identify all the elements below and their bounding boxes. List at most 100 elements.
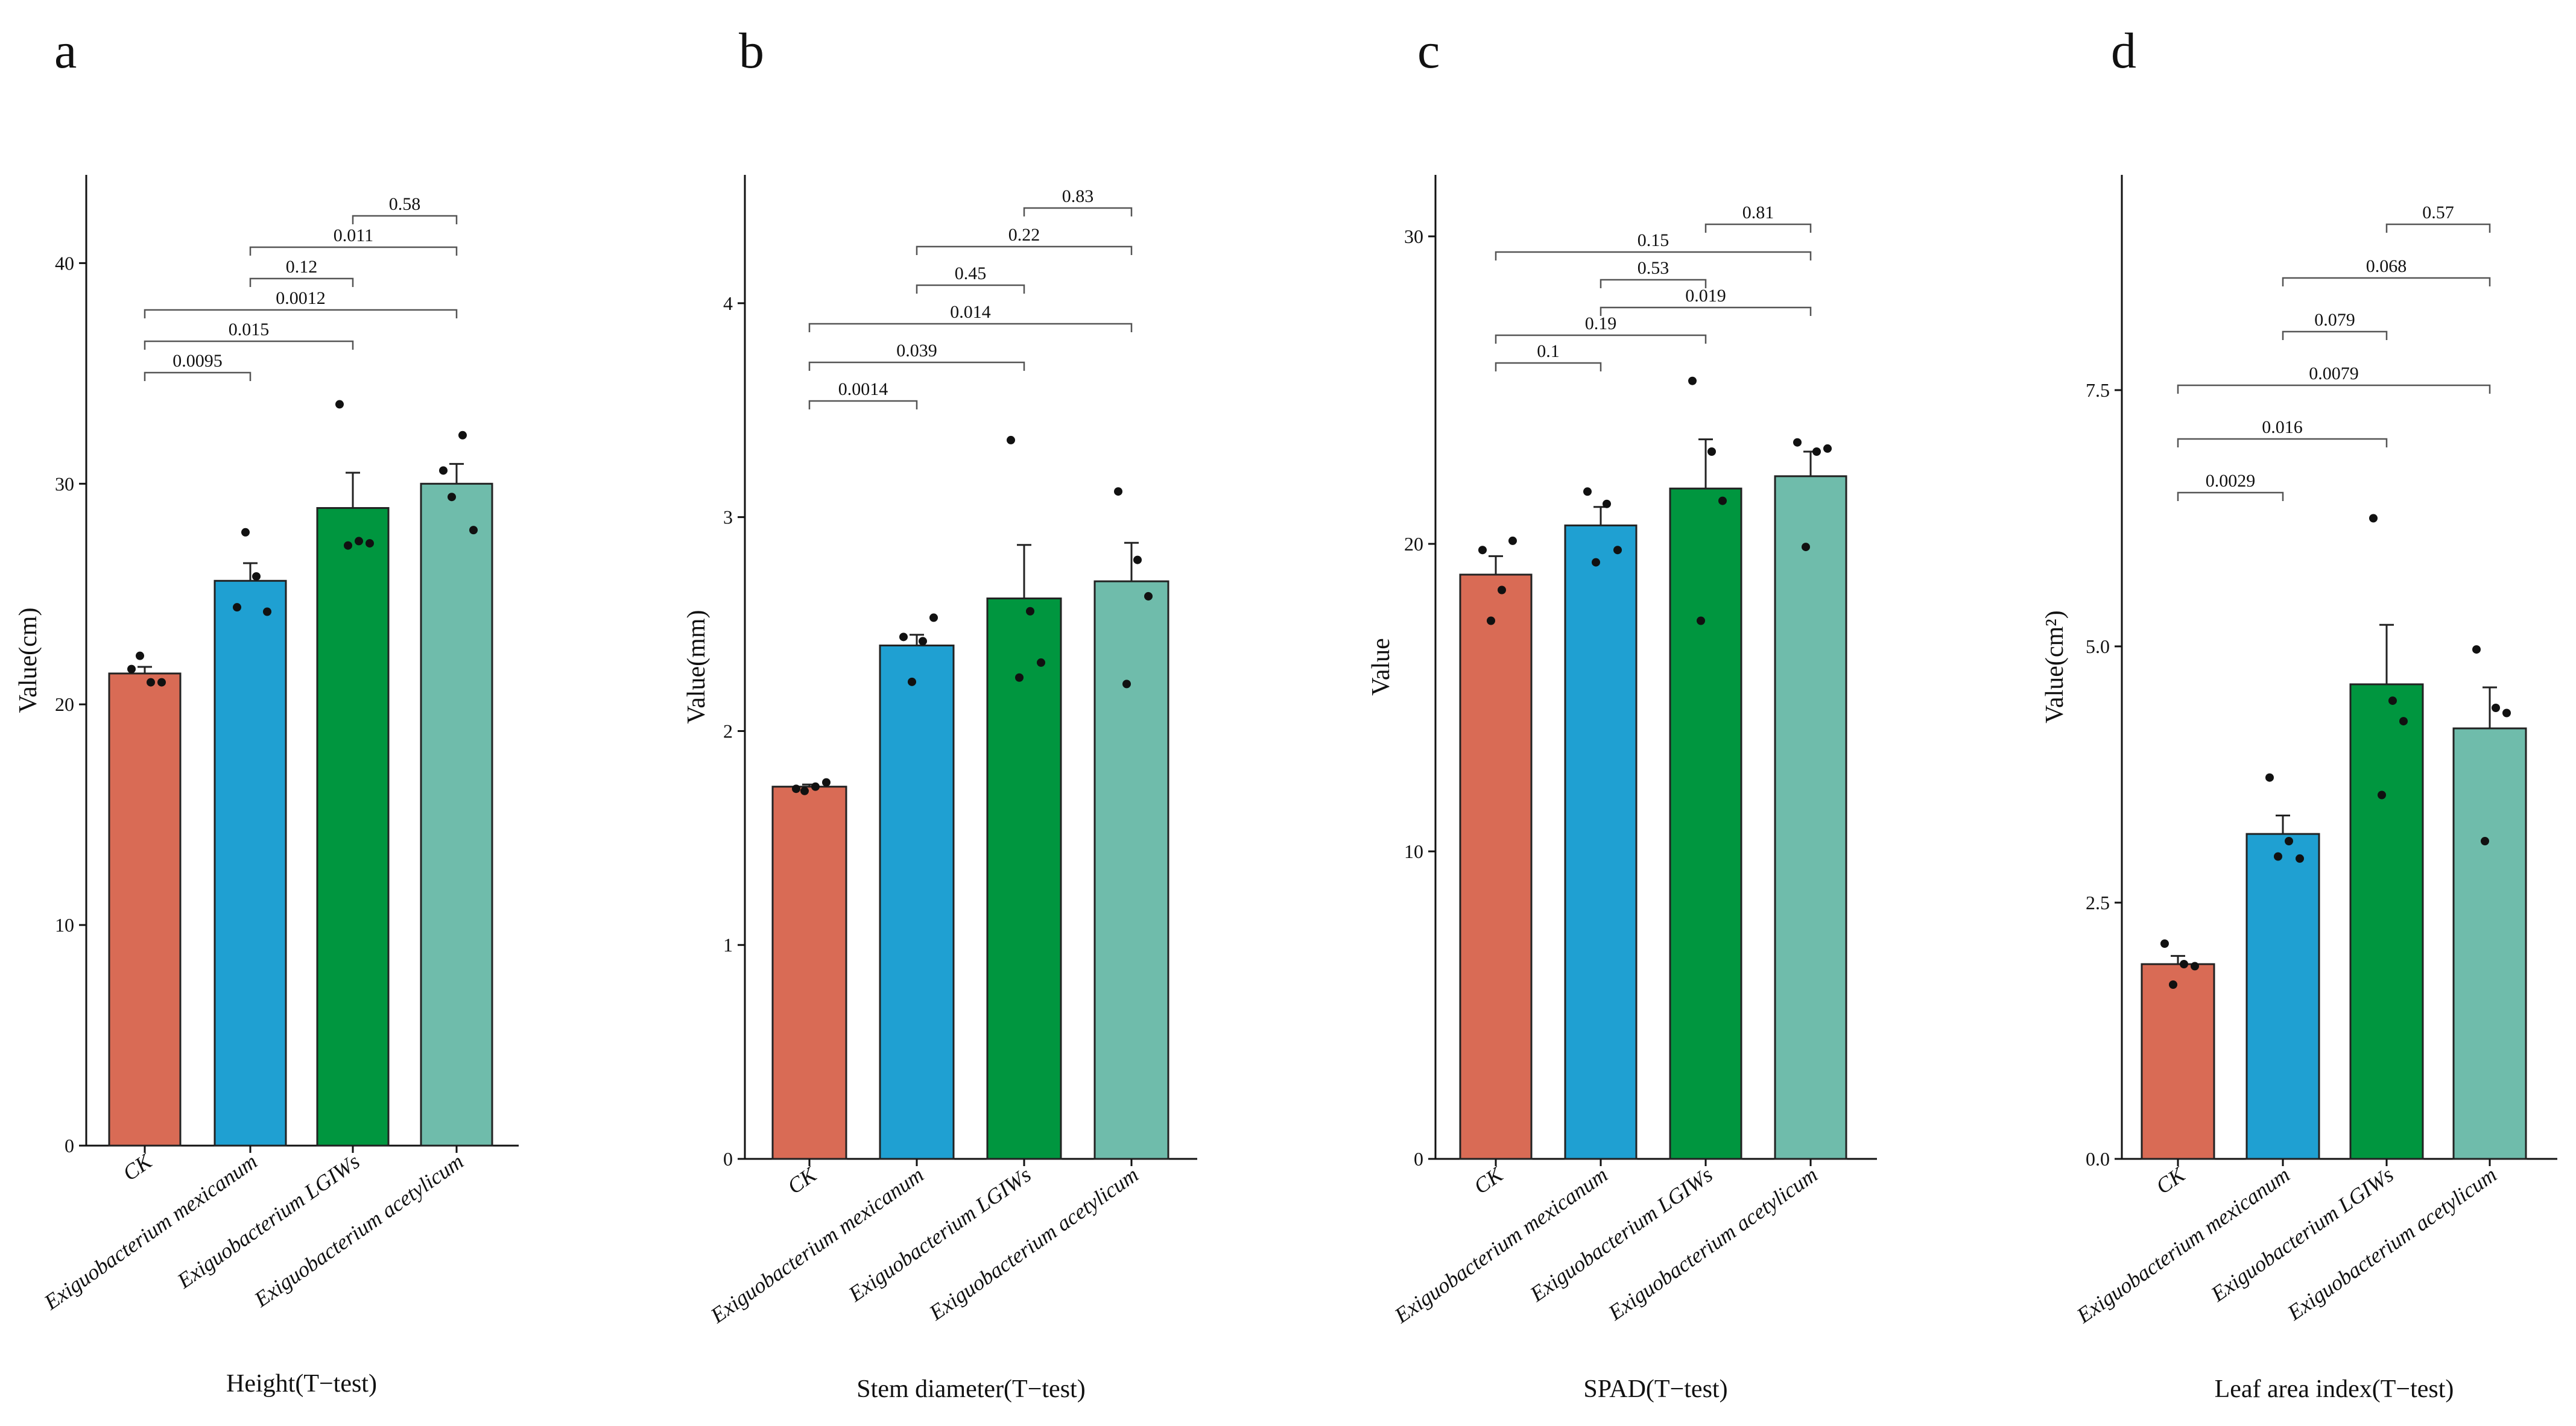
x-tick-label: Exiguobacterium mexicanum [39, 1149, 262, 1315]
significance-bracket [2177, 384, 2491, 394]
significance-bracket [1600, 279, 1707, 288]
data-point [366, 539, 374, 548]
data-point [1718, 496, 1727, 505]
significance-bracket [144, 309, 458, 318]
p-value-label: 0.83 [1062, 186, 1094, 206]
significance-bracket [249, 246, 458, 256]
data-point [2274, 852, 2282, 861]
x-tick-label: CK [1469, 1162, 1508, 1199]
p-value-label: 0.45 [955, 263, 987, 283]
p-value-label: 0.014 [950, 302, 991, 322]
bar-1 [108, 672, 182, 1147]
data-point [2169, 980, 2177, 989]
data-point [1015, 673, 1024, 682]
data-point [1697, 616, 1705, 625]
data-point [1478, 546, 1487, 555]
y-tick-label: 0 [1414, 1148, 1423, 1170]
data-point [147, 678, 155, 687]
x-tick-label: Exiguobacterium LGIWs [844, 1163, 1036, 1307]
data-point [1037, 658, 1045, 667]
bar-1 [2141, 963, 2215, 1160]
data-point [2472, 645, 2481, 654]
bar-1 [1459, 573, 1533, 1160]
p-value-label: 0.0095 [172, 351, 223, 371]
bar-2 [879, 645, 955, 1160]
bar-2 [1564, 524, 1638, 1160]
y-tick-label: 3 [723, 506, 733, 528]
data-point [448, 493, 456, 502]
data-point [136, 651, 144, 660]
panel-letter: c [1417, 23, 1440, 79]
data-point [252, 572, 261, 581]
y-tick-label: 0 [65, 1135, 74, 1156]
x-axis-title: SPAD(T−test) [1583, 1375, 1727, 1403]
data-point [919, 637, 927, 646]
bar-3 [986, 597, 1062, 1160]
data-point [811, 782, 820, 791]
data-point [2399, 717, 2408, 726]
data-point [2160, 939, 2169, 948]
data-point [263, 607, 271, 616]
x-tick-label: Exiguobacterium mexicanum [1390, 1163, 1612, 1328]
data-point [355, 537, 363, 546]
data-point [792, 784, 800, 793]
data-point [2191, 962, 2199, 971]
data-point [2265, 773, 2274, 782]
x-tick-label: CK [2151, 1162, 2190, 1199]
p-value-label: 0.1 [1537, 341, 1560, 361]
bar-2 [214, 579, 287, 1147]
data-point [241, 528, 250, 537]
y-tick-label: 30 [1404, 226, 1423, 247]
p-value-label: 0.068 [2366, 256, 2407, 276]
y-axis-title: Value(cm) [14, 608, 42, 713]
bar-2 [2245, 833, 2320, 1160]
data-point [2481, 837, 2489, 845]
y-tick-label: 30 [55, 473, 74, 494]
p-value-label: 0.039 [896, 341, 937, 361]
x-tick-label: Exiguobacterium acetylicum [1604, 1163, 1822, 1325]
data-point [439, 466, 448, 475]
data-point [233, 603, 241, 612]
y-tick-label: 5.0 [2086, 636, 2110, 657]
data-point [822, 778, 831, 787]
y-tick-label: 10 [1404, 841, 1423, 862]
y-tick-label: 20 [55, 693, 74, 715]
y-tick-label: 0 [723, 1148, 733, 1170]
bar-4 [2452, 727, 2527, 1160]
significance-bracket [2177, 491, 2284, 501]
panel-letter: a [54, 23, 77, 79]
significance-bracket [144, 340, 354, 350]
bar-3 [316, 507, 390, 1147]
significance-bracket [916, 284, 1025, 294]
significance-bracket [2385, 223, 2491, 233]
x-tick-label: Exiguobacterium LGIWs [2206, 1163, 2398, 1307]
p-value-label: 0.58 [389, 194, 421, 214]
significance-bracket [2177, 438, 2388, 447]
data-point [2502, 708, 2511, 718]
x-tick-label: Exiguobacterium acetylicum [250, 1149, 468, 1312]
data-point [1133, 555, 1142, 564]
y-axis-title: Value(mm) [683, 610, 710, 724]
data-point [1498, 585, 1506, 595]
data-point [908, 677, 916, 686]
bar-3 [2349, 683, 2424, 1160]
data-point [2285, 837, 2293, 845]
y-tick-label: 10 [55, 914, 74, 936]
x-tick-label: Exiguobacterium LGIWs [172, 1149, 364, 1293]
data-point [1487, 616, 1495, 625]
data-point [127, 664, 136, 674]
bar-3 [1669, 487, 1742, 1160]
p-value-label: 0.016 [2262, 417, 2303, 437]
significance-bracket [808, 323, 1133, 332]
x-axis-title: Stem diameter(T−test) [856, 1375, 1085, 1403]
significance-bracket [1495, 251, 1812, 260]
y-axis-title: Value(cm²) [2041, 610, 2069, 724]
data-point [929, 613, 938, 622]
y-tick-label: 2.5 [2086, 892, 2110, 913]
data-point [1802, 543, 1810, 552]
y-tick-label: 1 [723, 934, 733, 956]
data-point [800, 786, 809, 795]
significance-bracket [916, 245, 1133, 255]
